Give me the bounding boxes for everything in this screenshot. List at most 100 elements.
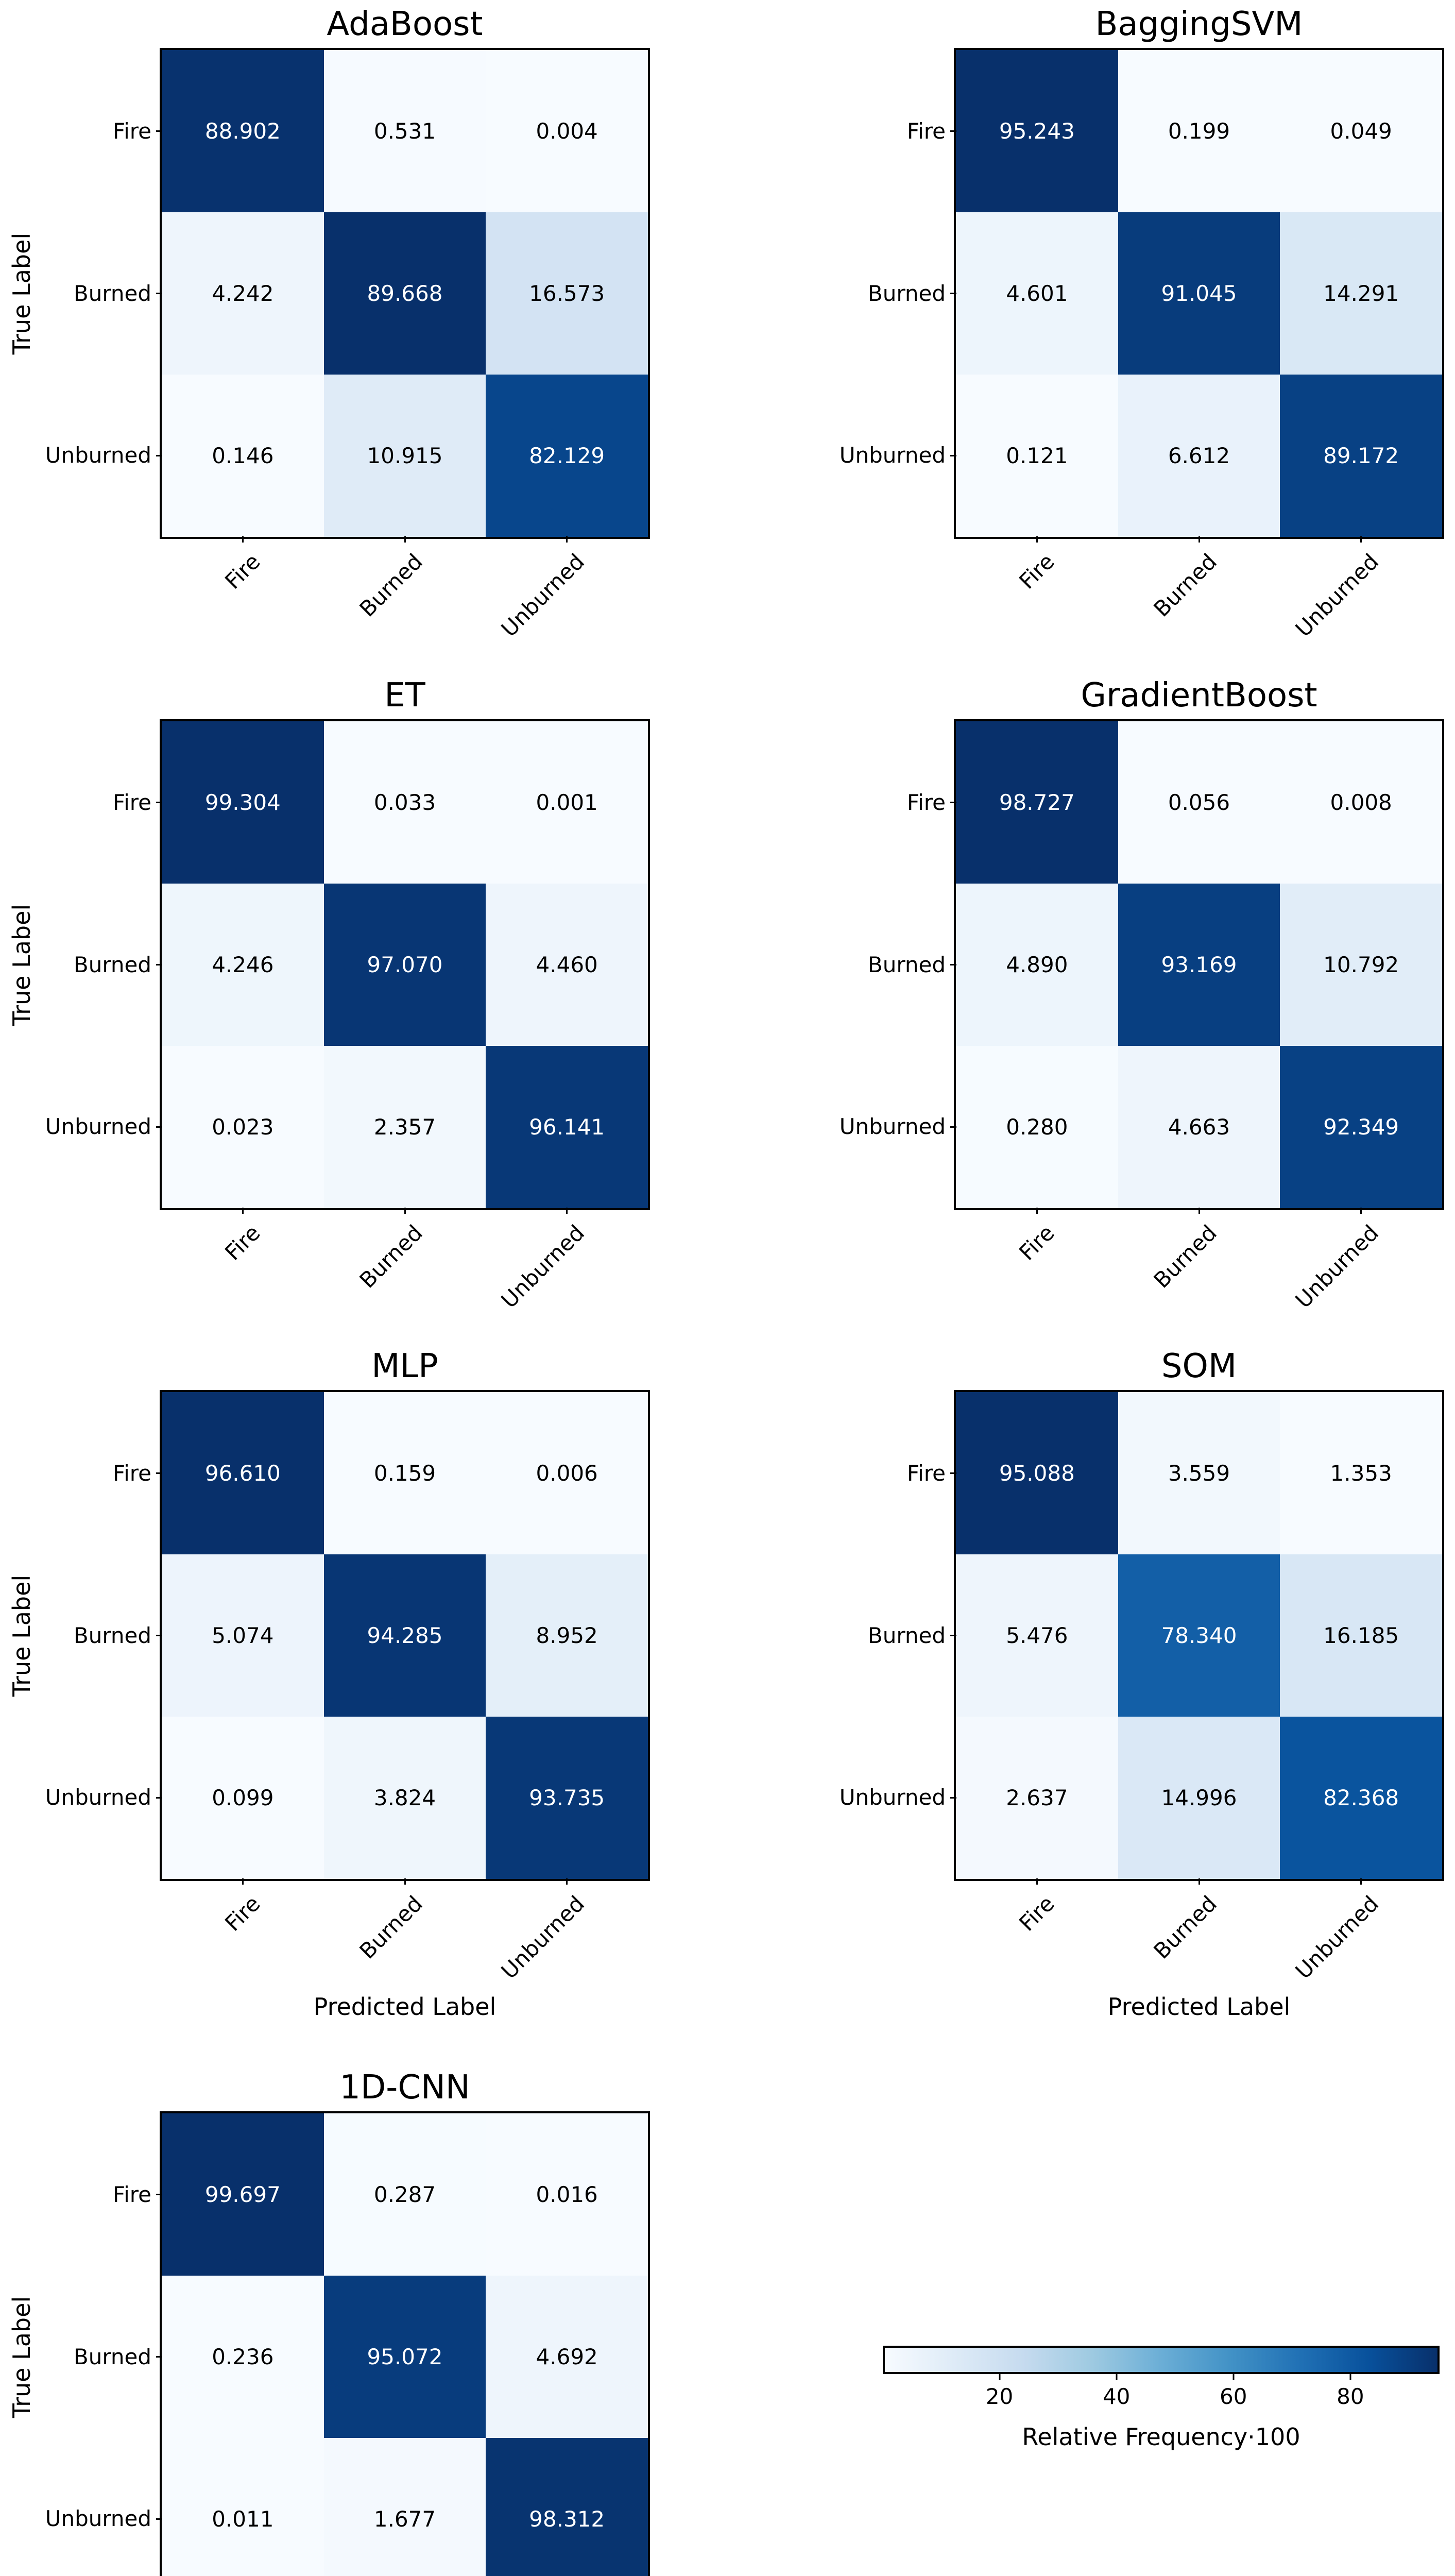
- confusion-matrix-plot: GradientBoost 98.727 0.056 0.008 4.890 9…: [840, 679, 1444, 1313]
- y-tick-mark: [950, 1635, 956, 1636]
- matrix-cell: 3.559: [1118, 1392, 1280, 1554]
- matrix-cell: 0.159: [323, 1392, 486, 1554]
- matrix-cell: 2.357: [323, 1046, 486, 1208]
- confusion-matrix-plot: ET True Label 99.304 0.033 0.001 4.246 9…: [8, 679, 650, 1313]
- matrix-cell: 0.006: [486, 1392, 648, 1554]
- x-axis-title: Predicted Label: [1107, 1993, 1291, 2021]
- y-tick-mark: [156, 1126, 162, 1128]
- matrix-cell: 93.735: [486, 1717, 648, 1879]
- matrix-cell: 0.004: [486, 50, 648, 212]
- confusion-matrix-plot: 1D-CNN True Label Predicted Label 99.697…: [8, 2071, 650, 2576]
- matrix-cell: 4.246: [162, 884, 324, 1046]
- matrix-cell: 95.243: [956, 50, 1118, 212]
- y-tick-label: Burned: [867, 952, 946, 977]
- matrix-cell: 5.074: [162, 1554, 324, 1717]
- x-tick-mark: [242, 536, 244, 543]
- matrix-cell: 98.727: [956, 721, 1118, 884]
- matrix-cell: 89.172: [1280, 375, 1442, 537]
- confusion-matrix-plot: MLP True Label Predicted Label 96.610 0.…: [8, 1350, 650, 2019]
- plot-title: SOM: [1161, 1347, 1237, 1385]
- y-tick-label: Burned: [73, 952, 151, 977]
- x-tick-mark: [242, 1878, 244, 1885]
- x-tick-mark: [1036, 536, 1038, 543]
- y-tick-label: Unburned: [45, 443, 151, 468]
- matrix-cell: 3.824: [323, 1717, 486, 1879]
- heatmap-cells: 95.243 0.199 0.049 4.601 91.045 14.291 0…: [956, 50, 1442, 537]
- plot-title: MLP: [371, 1347, 438, 1385]
- matrix-cell: 14.996: [1118, 1717, 1280, 1879]
- matrix-cell: 1.677: [323, 2438, 486, 2576]
- matrix-cell: 4.663: [1118, 1046, 1280, 1208]
- colorbar-tick-mark: [1349, 2374, 1351, 2380]
- matrix-cell: 4.460: [486, 884, 648, 1046]
- y-tick-label: Fire: [113, 789, 151, 815]
- x-tick-label: Unburned: [1290, 1220, 1384, 1313]
- y-tick-mark: [156, 454, 162, 456]
- x-tick-mark: [1360, 536, 1362, 543]
- colorbar-tick-mark: [999, 2374, 1001, 2380]
- plot-title: ET: [384, 676, 425, 715]
- y-axis-title: True Label: [8, 2296, 36, 2418]
- matrix-cell: 82.368: [1280, 1717, 1442, 1879]
- x-tick-label: Unburned: [496, 1220, 590, 1313]
- x-tick-label: Burned: [354, 1891, 427, 1964]
- x-tick-label: Fire: [220, 1891, 266, 1936]
- x-tick-mark: [566, 536, 568, 543]
- colorbar-tick-mark: [1116, 2374, 1118, 2380]
- matrix-cell: 6.612: [1118, 375, 1280, 537]
- matrix-cell: 92.349: [1280, 1046, 1442, 1208]
- matrix-cell: 91.045: [1118, 212, 1280, 375]
- confusion-matrix-plot: SOM Predicted Label 95.088 3.559 1.353 5…: [840, 1350, 1444, 2019]
- x-tick-label: Burned: [354, 549, 427, 622]
- y-tick-mark: [156, 964, 162, 965]
- y-tick-label: Fire: [113, 1460, 151, 1486]
- matrix-cell: 0.016: [486, 2113, 648, 2276]
- y-tick-label: Fire: [113, 2181, 151, 2207]
- matrix-cell: 4.692: [486, 2276, 648, 2438]
- matrix-cell: 0.008: [1280, 721, 1442, 884]
- x-tick-mark: [1036, 1208, 1038, 1214]
- matrix-cell: 0.033: [323, 721, 486, 884]
- matrix-cell: 2.637: [956, 1717, 1118, 1879]
- x-tick-label: Unburned: [496, 549, 590, 642]
- y-axis-title: True Label: [8, 904, 36, 1026]
- colorbar-gradient: [883, 2346, 1440, 2374]
- confusion-matrix-plot: AdaBoost True Label 88.902 0.531 0.004 4…: [8, 8, 650, 642]
- matrix-cell: 98.312: [486, 2438, 648, 2576]
- heatmap-cells: 88.902 0.531 0.004 4.242 89.668 16.573 0…: [162, 50, 648, 537]
- matrix-cell: 0.287: [323, 2113, 486, 2276]
- x-tick-label: Fire: [220, 1220, 266, 1265]
- y-tick-mark: [950, 130, 956, 132]
- x-tick-mark: [1360, 1208, 1362, 1214]
- y-tick-label: Unburned: [45, 1114, 151, 1140]
- x-tick-label: Fire: [1014, 549, 1060, 594]
- plot-title: BaggingSVM: [1095, 5, 1303, 43]
- heatmap-cells: 95.088 3.559 1.353 5.476 78.340 16.185 2…: [956, 1392, 1442, 1879]
- matrix-cell: 16.185: [1280, 1554, 1442, 1717]
- colorbar-tick-mark: [1233, 2374, 1235, 2380]
- y-tick-label: Burned: [867, 1622, 946, 1648]
- x-tick-mark: [1198, 1208, 1200, 1214]
- y-tick-mark: [156, 2356, 162, 2358]
- x-tick-label: Fire: [220, 549, 266, 594]
- y-tick-mark: [156, 1797, 162, 1799]
- y-tick-mark: [156, 1635, 162, 1636]
- x-tick-mark: [404, 536, 406, 543]
- y-tick-mark: [156, 130, 162, 132]
- colorbar-tick-label: 20: [985, 2384, 1014, 2409]
- matrix-cell: 0.099: [162, 1717, 324, 1879]
- plot-title: 1D-CNN: [339, 2069, 470, 2107]
- x-tick-label: Burned: [1149, 549, 1222, 622]
- x-tick-mark: [1198, 1878, 1200, 1885]
- y-tick-label: Unburned: [45, 1785, 151, 1810]
- matrix-cell: 99.304: [162, 721, 324, 884]
- x-tick-mark: [242, 1208, 244, 1214]
- y-tick-mark: [950, 1472, 956, 1474]
- matrix-cell: 99.697: [162, 2113, 324, 2276]
- plot-title: AdaBoost: [327, 5, 483, 43]
- matrix-cell: 4.242: [162, 212, 324, 375]
- matrix-cell: 5.476: [956, 1554, 1118, 1717]
- y-tick-mark: [156, 2518, 162, 2520]
- y-tick-label: Burned: [73, 2344, 151, 2369]
